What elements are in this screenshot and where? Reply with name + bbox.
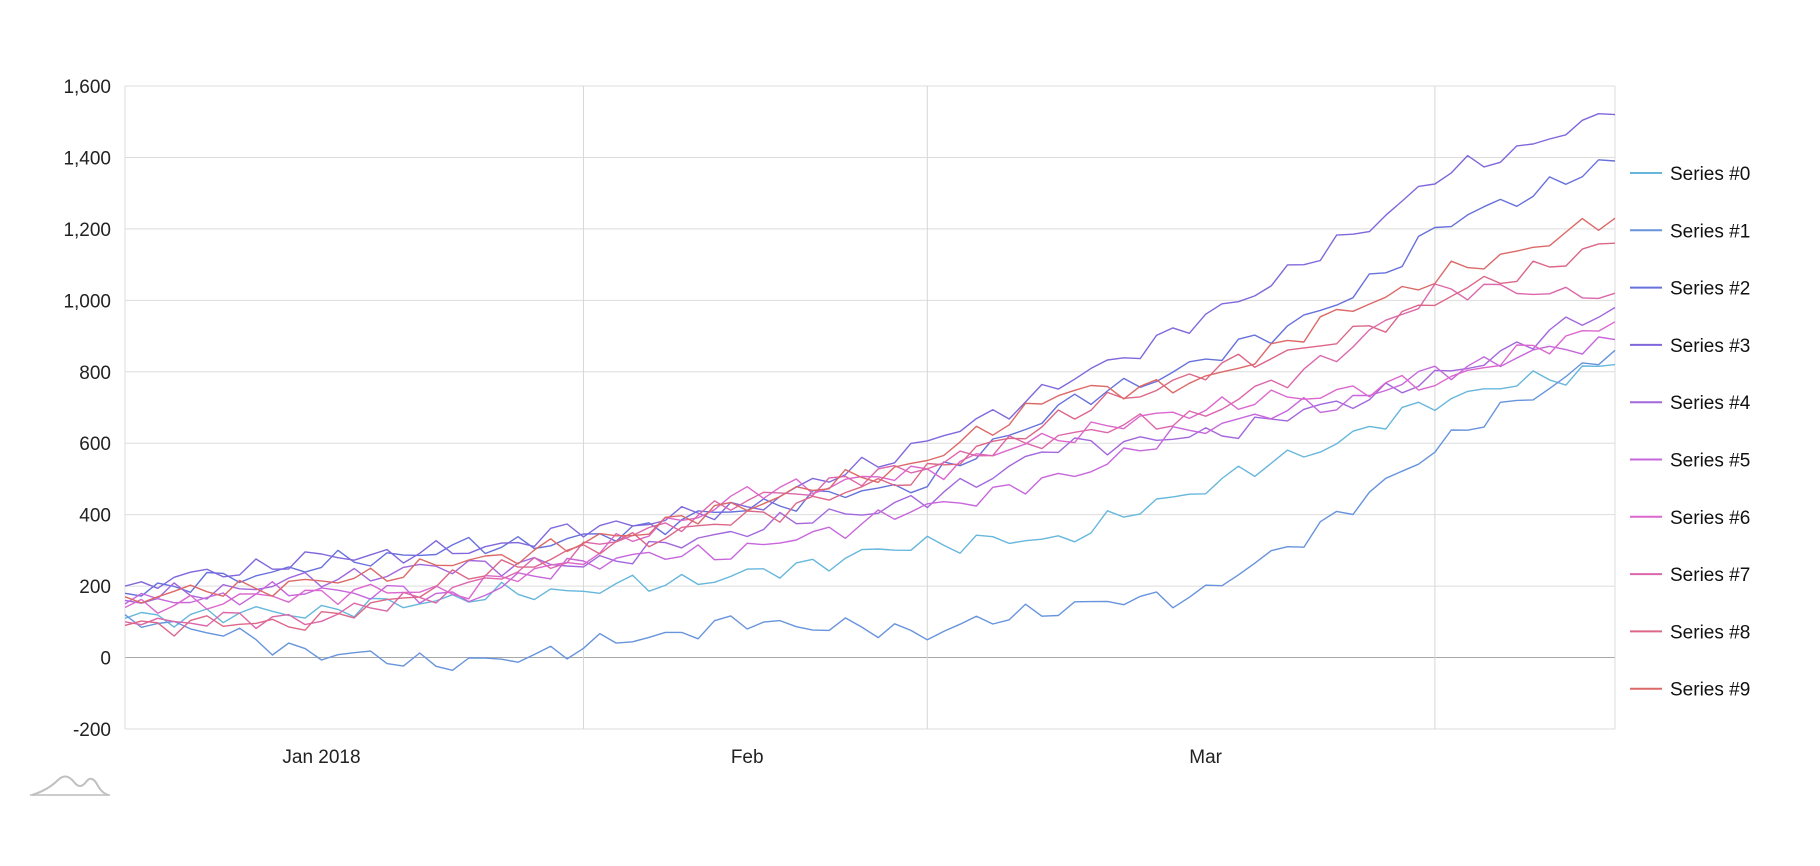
series-line-0 xyxy=(124,363,1616,628)
legend-item: Series #0 xyxy=(1630,164,1750,185)
y-tick-label: 1,000 xyxy=(63,291,111,312)
y-tick-label: 0 xyxy=(100,649,111,670)
legend-item: Series #8 xyxy=(1630,622,1750,643)
legend-item: Series #4 xyxy=(1630,393,1751,414)
legend-item: Series #9 xyxy=(1630,680,1750,701)
legend-label: Series #8 xyxy=(1670,622,1750,643)
y-tick-label: -200 xyxy=(73,720,111,741)
legend-item: Series #7 xyxy=(1630,565,1750,586)
legend-label: Series #3 xyxy=(1670,336,1750,357)
legend-label: Series #4 xyxy=(1670,393,1751,414)
legend-label: Series #9 xyxy=(1670,680,1750,701)
x-tick-label: Mar xyxy=(1189,747,1222,768)
series-line-8 xyxy=(124,242,1616,637)
y-tick-label: 1,600 xyxy=(63,77,111,98)
series-line-6 xyxy=(124,321,1616,614)
legend-item: Series #6 xyxy=(1630,508,1750,529)
series-line-1 xyxy=(124,349,1616,671)
y-tick-label: 1,200 xyxy=(63,220,111,241)
axes: -200 0 200 400 600 800 1,000 1,200 1,400 1,600 Jan… xyxy=(63,77,1222,768)
legend-item: Series #5 xyxy=(1630,451,1750,472)
series-line-3 xyxy=(124,112,1616,589)
series-line-7 xyxy=(124,283,1616,630)
legend-item: Series #1 xyxy=(1630,221,1750,242)
chart-logo xyxy=(30,775,110,796)
legend: Series #0 Series #1 Series #2 Series #3 Seri… xyxy=(1630,164,1751,701)
series-lines xyxy=(124,112,1616,671)
y-tick-label: 600 xyxy=(79,434,111,455)
legend-item: Series #2 xyxy=(1630,279,1750,300)
series-line-4 xyxy=(124,306,1616,604)
x-tick-label: Feb xyxy=(731,747,764,768)
legend-label: Series #2 xyxy=(1670,279,1750,300)
legend-label: Series #7 xyxy=(1670,565,1750,586)
y-tick-label: 1,400 xyxy=(63,148,111,169)
x-tick-label: Jan 2018 xyxy=(282,747,360,768)
legend-label: Series #6 xyxy=(1670,508,1750,529)
series-line-2 xyxy=(124,159,1616,597)
legend-label: Series #0 xyxy=(1670,164,1750,185)
series-line-9 xyxy=(124,217,1616,604)
y-tick-label: 800 xyxy=(79,363,111,384)
series-line-5 xyxy=(124,336,1616,606)
y-tick-label: 200 xyxy=(79,577,111,598)
legend-label: Series #5 xyxy=(1670,451,1750,472)
legend-item: Series #3 xyxy=(1630,336,1750,357)
y-tick-label: 400 xyxy=(79,506,111,527)
legend-label: Series #1 xyxy=(1670,221,1750,242)
